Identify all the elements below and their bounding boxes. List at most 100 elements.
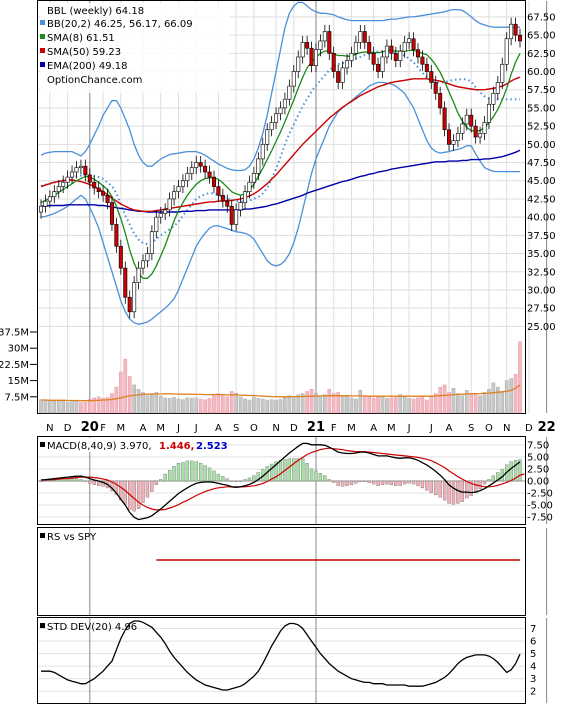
candle-up (172, 191, 177, 200)
candle-down (371, 53, 376, 65)
volume-bar (198, 398, 203, 414)
x-axis-label: J (407, 423, 411, 434)
macd-histogram-bar (92, 480, 96, 486)
candle-down (420, 56, 425, 65)
candle-up (478, 133, 483, 138)
volume-y-tick: 30M (8, 344, 29, 355)
candle-down (92, 181, 97, 189)
volume-bar (362, 395, 367, 414)
macd-legend-background (39, 438, 225, 452)
stddev-legend-label: STD DEV(20) 4.96 (47, 622, 137, 633)
volume-bar (212, 394, 216, 414)
candle-up (455, 133, 460, 141)
macd-histogram-bar (212, 470, 216, 482)
volume-bar (269, 399, 274, 414)
candle-up (482, 122, 487, 134)
macd-histogram-bar (256, 472, 260, 482)
legend-swatch-sma50 (40, 48, 45, 53)
candle-down (305, 42, 310, 49)
volume-bar (194, 397, 199, 414)
macd-histogram-bar (163, 473, 167, 482)
candle-up (260, 144, 265, 160)
x-axis-label: S (468, 423, 474, 434)
price-y-tick: 42.50 (527, 194, 556, 205)
x-axis-label: S (233, 423, 239, 434)
candle-up (141, 260, 146, 269)
candle-down (389, 45, 394, 54)
macd-histogram-bar (305, 463, 309, 482)
macd-histogram-bar (88, 480, 92, 484)
macd-histogram-bar (203, 465, 207, 482)
stddev-y-tick: 5 (530, 649, 536, 660)
candle-up (318, 40, 323, 50)
candle-up (353, 42, 358, 54)
volume-y-tick: 7.5M (4, 392, 29, 403)
volume-bar (185, 397, 190, 414)
candle-up (296, 56, 301, 72)
volume-y-tick: 37.5M (0, 328, 29, 339)
macd-histogram-bar (380, 480, 385, 486)
volume-bar (154, 392, 159, 414)
volume-bar (402, 396, 407, 414)
candle-up (132, 282, 137, 313)
macd-histogram-bar (420, 480, 425, 489)
volume-bar (265, 399, 269, 414)
volume-bar (136, 389, 141, 414)
candle-down (87, 174, 92, 183)
x-axis-label: F (331, 423, 337, 434)
chart-title: BBL (weekly) 64.18 (47, 6, 144, 17)
price-legend: BBL (weekly) 64.18 BB(20,2) 46.25, 56.17… (40, 3, 230, 93)
price-y-tick: 47.50 (527, 158, 556, 169)
rs-legend-label: RS vs SPY (47, 532, 97, 543)
volume-bar (189, 398, 194, 414)
stddev-legend: STD DEV(20) 4.96 (40, 622, 137, 633)
volume-bar (371, 398, 376, 414)
volume-bar (482, 392, 487, 414)
volume-bar (132, 384, 136, 414)
candle-down (513, 23, 518, 36)
macd-histogram-bar (509, 461, 513, 482)
macd-histogram-bar (340, 480, 345, 487)
candle-down (123, 267, 128, 298)
macd-line (40, 442, 521, 521)
macd-histogram-bar (434, 480, 438, 496)
legend-swatch-bb (40, 20, 45, 25)
x-axis-label: N (503, 423, 510, 434)
macd-histogram-bar (243, 479, 247, 482)
macd-histogram-bar (234, 480, 238, 482)
candle-up (380, 56, 385, 72)
x-axis-label: D (525, 423, 533, 434)
volume-bar (420, 396, 425, 414)
candle-up (61, 181, 66, 187)
x-axis-label: N (46, 423, 53, 434)
stddev-y-tick-labels: 7 65 43 2 (530, 624, 536, 698)
volume-bar (123, 358, 128, 414)
macd-histogram-bar (39, 480, 43, 482)
macd-y-tick: 7.50 (527, 440, 549, 451)
x-axis-label: N (272, 423, 279, 434)
macd-histogram-bar (518, 459, 522, 482)
volume-bar (447, 392, 451, 414)
macd-series (39, 442, 525, 521)
price-gridlines (38, 1, 548, 413)
volume-bar (52, 400, 57, 414)
macd-signal-line (41, 447, 525, 511)
macd-histogram-bar (159, 479, 163, 482)
candle-down (367, 42, 372, 54)
macd-histogram-bar (332, 480, 336, 483)
price-y-tick: 57.50 (527, 85, 556, 96)
macd-histogram-bar (376, 480, 380, 486)
volume-bar (96, 396, 101, 414)
legend-ema200: EMA(200) 49.18 (47, 61, 127, 72)
macd-histogram-bar (367, 480, 371, 483)
volume-bar (358, 390, 363, 414)
x-axis-label: O (250, 423, 258, 434)
candle-down (433, 82, 438, 94)
volume-bar (354, 398, 358, 414)
candle-up (300, 42, 305, 58)
macd-histogram-bar (407, 480, 411, 484)
candle-down (331, 53, 336, 72)
macd-histogram-bar (292, 458, 296, 482)
candle-down (393, 53, 398, 61)
